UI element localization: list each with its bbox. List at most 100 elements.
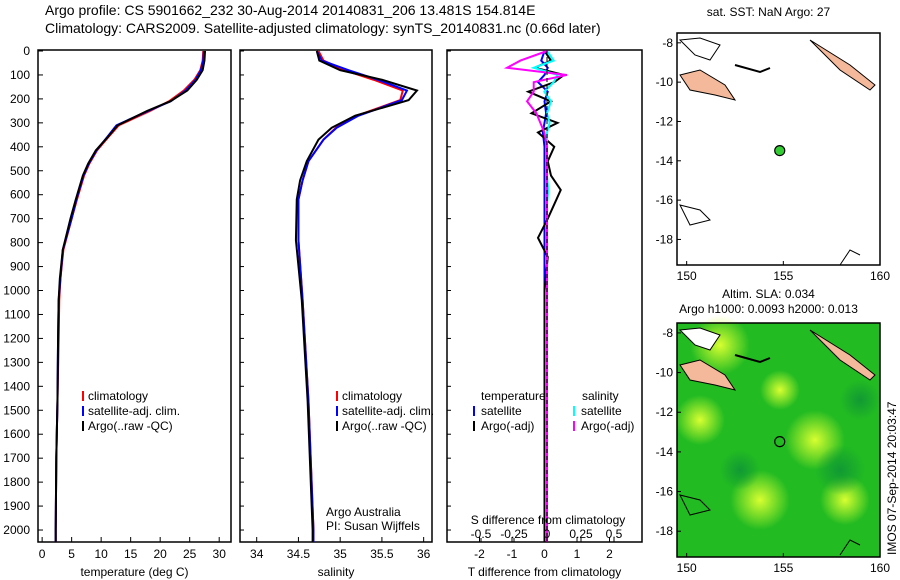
sla-map-lat-label: -16 <box>656 485 674 499</box>
diff-legend-header-salinity: salinity <box>582 389 619 403</box>
depth-tick-label: 500 <box>10 164 30 178</box>
salinity-series-satellite-adj-clim- <box>297 50 409 542</box>
temperature-legend-label: Argo(..raw -QC) <box>88 419 173 433</box>
island-land <box>679 69 737 101</box>
diff-legend-swatch <box>473 406 475 416</box>
temperature-xtick-label: 0 <box>39 547 46 561</box>
depth-tick-label: 1500 <box>3 403 30 417</box>
sst-map-lon-label: 160 <box>870 269 890 283</box>
sst-map-lat-label: -16 <box>656 193 674 207</box>
sla-map-lon-label: 155 <box>773 561 793 575</box>
sst-map-lat-label: -14 <box>656 154 674 168</box>
salinity-xtick-label: 34.5 <box>287 547 311 561</box>
reef-outline <box>679 494 711 516</box>
temperature-xtick-label: 30 <box>213 547 227 561</box>
difference-xtick-label: 0 <box>541 547 548 561</box>
temperature-series-climatology <box>54 50 205 542</box>
sla-map-title: Altim. SLA: 0.034 <box>722 287 815 301</box>
diff-legend-swatch <box>573 421 575 431</box>
salinity-legend-swatch <box>336 406 338 416</box>
data-source-note: Argo Australia <box>326 505 401 519</box>
sla-low-patch <box>840 380 880 420</box>
temperature-axes-box <box>37 49 232 543</box>
depth-tick-label: 1300 <box>3 355 30 369</box>
s-diff-tick-label: 0.5 <box>606 527 623 541</box>
temperature-xtick-label: 5 <box>68 547 75 561</box>
figure-title-line2: Climatology: CARS2009. Satellite-adjuste… <box>45 20 601 36</box>
island-land <box>809 39 876 91</box>
island-land <box>678 327 721 351</box>
depth-tick-label: 600 <box>10 188 30 202</box>
difference-xlabel: T difference from climatology <box>468 565 622 579</box>
depth-tick-label: 900 <box>10 260 30 274</box>
salinity-xtick-label: 36 <box>417 547 431 561</box>
depth-tick-label: 0 <box>23 44 30 58</box>
depth-tick-label: 1800 <box>3 475 30 489</box>
temperature-xtick-label: 15 <box>124 547 138 561</box>
sst-map-frame <box>676 32 881 266</box>
reef-outline <box>839 249 861 266</box>
sla-map-lat-label: -10 <box>656 366 674 380</box>
difference-xtick-label: -1 <box>507 547 518 561</box>
sst-map-title: sat. SST: NaN Argo: 27 <box>707 5 831 19</box>
temperature-legend-label: satellite-adj. clim. <box>88 404 180 418</box>
depth-tick-label: 1000 <box>3 284 30 298</box>
sst-map-lat-label: -8 <box>662 36 673 50</box>
salinity-legend-label: climatology <box>342 389 402 403</box>
salinity-series-argo-raw-qc- <box>294 50 419 542</box>
island-land <box>809 329 876 381</box>
temperature-legend-swatch <box>82 421 84 431</box>
sst-map-lon-label: 150 <box>677 269 697 283</box>
temperature-xlabel: temperature (deg C) <box>80 565 188 579</box>
s-diff-tick-label: 0 <box>544 527 551 541</box>
sla-map-lat-label: -14 <box>656 445 674 459</box>
sla-map-lon-label: 160 <box>870 561 890 575</box>
data-source-note: PI: Susan Wijffels <box>326 519 420 533</box>
depth-tick-label: 1100 <box>4 307 30 321</box>
s-diff-tick-label: 0.25 <box>569 527 593 541</box>
difference-xtick-label: 2 <box>606 547 613 561</box>
temperature-legend-swatch <box>82 391 84 401</box>
diff-legend-swatch <box>473 421 475 431</box>
depth-tick-label: 1400 <box>3 379 30 393</box>
temperature-series-argo-raw-qc- <box>54 50 207 542</box>
diff-legend-label: satellite <box>581 404 622 418</box>
difference-xtick-label: -2 <box>474 547 485 561</box>
temperature-legend-swatch <box>82 406 84 416</box>
depth-tick-label: 1900 <box>3 499 30 513</box>
diff-legend-label: Argo(-adj) <box>481 419 534 433</box>
diff-legend-header-temperature: temperature <box>481 389 546 403</box>
depth-tick-label: 1700 <box>3 451 30 465</box>
salinity-axes-box <box>239 49 433 543</box>
depth-tick-label: 400 <box>10 140 30 154</box>
coastline <box>734 354 771 364</box>
island-land <box>678 37 721 61</box>
island-land <box>679 359 737 391</box>
difference-xtick-label: 1 <box>574 547 581 561</box>
salinity-series-climatology <box>297 50 404 542</box>
depth-tick-label: 200 <box>10 92 30 106</box>
temperature-xtick-label: 10 <box>94 547 108 561</box>
s-difference-label: S difference from climatology <box>471 513 626 527</box>
reef-outline <box>839 539 861 556</box>
sla-low-patch <box>815 445 865 495</box>
temperature-series-satellite-adj-clim- <box>54 50 205 542</box>
salinity-xtick-label: 35.5 <box>370 547 394 561</box>
diff-legend-swatch <box>573 406 575 416</box>
diff-legend-label: satellite <box>481 404 522 418</box>
coastline <box>734 64 771 74</box>
sla-low-patch <box>720 450 760 490</box>
sla-map-frame <box>676 322 881 558</box>
salinity-legend-swatch <box>336 391 338 401</box>
salinity-legend-label: Argo(..raw -QC) <box>342 419 427 433</box>
sst-map-lat-label: -12 <box>656 114 674 128</box>
s-diff-tick-label: -0.25 <box>500 527 528 541</box>
depth-tick-label: 100 <box>10 68 30 82</box>
salinity-legend-swatch <box>336 421 338 431</box>
salinity-xtick-label: 35 <box>333 547 347 561</box>
depth-tick-label: 800 <box>10 236 30 250</box>
sla-high-patch <box>760 370 800 410</box>
sla-map-lon-label: 150 <box>677 561 697 575</box>
sla-high-patch <box>675 395 725 445</box>
